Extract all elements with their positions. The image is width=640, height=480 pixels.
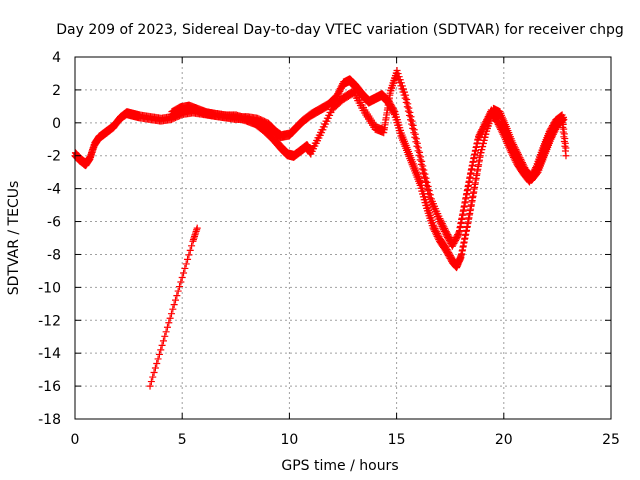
data-point: [161, 332, 169, 340]
data-point: [401, 88, 409, 96]
data-point: [180, 269, 188, 277]
data-point: [146, 382, 154, 390]
data-point: [403, 95, 411, 103]
y-tick-label: 2: [52, 83, 61, 99]
data-point: [172, 296, 179, 304]
data-point: [184, 255, 192, 263]
data-point: [402, 91, 410, 99]
y-tick-label: -12: [38, 313, 61, 329]
data-points-layer: [71, 66, 570, 390]
data-point: [416, 148, 424, 156]
data-point: [394, 70, 402, 78]
data-point: [155, 350, 163, 358]
data-point: [405, 104, 413, 112]
data-point: [173, 292, 181, 300]
x-tick-label: 10: [280, 432, 298, 448]
x-tick-label: 20: [495, 432, 513, 448]
data-point: [158, 341, 166, 349]
data-point: [182, 260, 190, 268]
y-tick-label: -2: [47, 149, 61, 165]
data-point: [562, 144, 570, 152]
data-point: [174, 287, 182, 295]
data-point: [423, 178, 431, 186]
data-point: [166, 314, 174, 322]
x-tick-label: 0: [71, 432, 80, 448]
data-point: [426, 191, 434, 199]
data-point: [162, 328, 170, 336]
data-point: [186, 246, 194, 254]
data-point: [395, 73, 403, 81]
data-point: [157, 346, 165, 354]
data-point: [411, 130, 419, 138]
data-point: [193, 224, 201, 232]
y-tick-label: -4: [47, 182, 61, 198]
data-point: [169, 305, 177, 313]
data-point: [397, 79, 405, 87]
data-point: [185, 251, 193, 259]
y-tick-label: -16: [38, 379, 61, 395]
data-point: [149, 373, 157, 381]
data-point: [409, 121, 417, 129]
data-point: [420, 166, 428, 174]
ticks-layer: 0 5 10 15 20 25 -18 -16 -14 -12 -10 -8 -6 -4 -2 0 2 4: [38, 50, 620, 448]
x-tick-label: 15: [388, 432, 406, 448]
data-point: [425, 187, 433, 195]
data-point: [165, 319, 173, 327]
x-tick-label: 5: [178, 432, 187, 448]
data-point: [413, 139, 421, 147]
data-point: [418, 157, 426, 165]
data-point: [151, 364, 159, 372]
y-tick-label: -14: [38, 346, 61, 362]
data-point: [393, 66, 401, 74]
data-point: [181, 264, 189, 272]
y-tick-label: 4: [52, 50, 61, 66]
data-point: [404, 100, 412, 108]
data-point: [159, 337, 167, 345]
data-point: [178, 273, 186, 281]
data-point: [188, 242, 196, 250]
data-point: [414, 144, 422, 152]
series-0: [71, 75, 568, 272]
series-1: [167, 66, 570, 250]
y-tick-label: -18: [38, 412, 61, 428]
data-point: [396, 76, 404, 84]
data-point: [150, 369, 158, 377]
data-point: [406, 108, 414, 116]
data-point: [422, 174, 430, 182]
data-point: [410, 126, 418, 134]
data-point: [399, 85, 407, 93]
data-point: [170, 301, 178, 309]
chart-title: Day 209 of 2023, Sidereal Day-to-day VTE…: [56, 22, 624, 38]
y-axis-label: SDTVAR / TECUs: [6, 181, 22, 296]
series-2: [146, 224, 201, 390]
y-tick-label: 0: [52, 116, 61, 132]
y-tick-label: -10: [38, 280, 61, 296]
plot-frame: [74, 56, 612, 420]
data-point: [176, 283, 184, 291]
x-tick-label: 25: [602, 432, 620, 448]
data-point: [562, 152, 570, 160]
data-point: [412, 135, 420, 143]
data-point: [153, 359, 161, 367]
data-point: [177, 278, 185, 286]
data-point: [167, 310, 175, 318]
data-point: [417, 153, 425, 161]
data-point: [408, 117, 416, 125]
data-point: [421, 170, 429, 178]
data-point: [163, 323, 171, 331]
data-point: [424, 182, 432, 190]
data-point: [154, 355, 162, 363]
data-point: [147, 378, 155, 386]
x-axis-label: GPS time / hours: [281, 458, 398, 474]
y-tick-label: -6: [47, 215, 61, 231]
data-point: [419, 162, 427, 170]
y-tick-label: -8: [47, 247, 61, 263]
data-point: [398, 82, 406, 90]
data-point: [407, 113, 415, 121]
